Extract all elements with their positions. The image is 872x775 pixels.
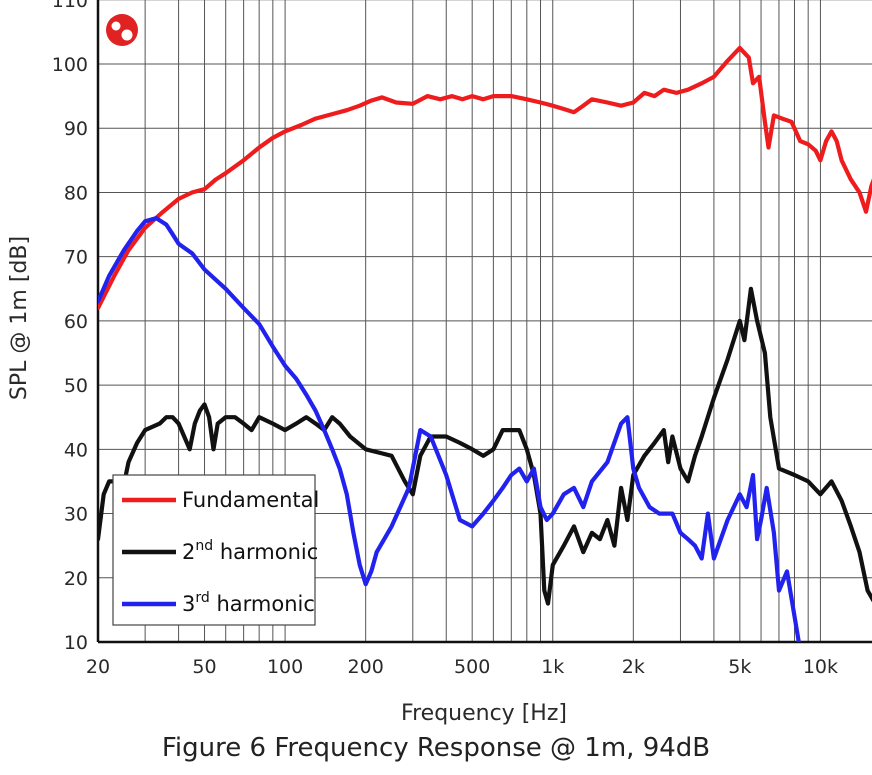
- x-tick-label: 5k: [728, 656, 751, 678]
- x-tick-label: 1k: [541, 656, 564, 678]
- legend: Fundamental 2nd harmonic 3rd harmonic: [112, 474, 319, 626]
- y-axis-title: SPL @ 1m [dB]: [7, 236, 32, 400]
- y-tick-label: 90: [64, 118, 88, 140]
- x-tick-label: 10k: [803, 656, 838, 678]
- legend-label: 2nd harmonic: [182, 538, 318, 564]
- y-tick-label: 30: [64, 504, 88, 526]
- y-tick-label: 10: [64, 632, 88, 654]
- series-lines: [98, 45, 872, 642]
- y-tick-label: 50: [64, 375, 88, 397]
- legend-label: 3rd harmonic: [182, 590, 315, 616]
- y-tick-label: 20: [64, 568, 88, 590]
- y-tick-label: 80: [64, 182, 88, 204]
- brand-logo-icon: [106, 14, 138, 46]
- x-tick-label: 50: [192, 656, 216, 678]
- figure-caption: Figure 6 Frequency Response @ 1m, 94dB: [161, 733, 711, 763]
- series-line-2: [98, 286, 872, 606]
- y-tick-label: 40: [64, 439, 88, 461]
- y-tick-label: 60: [64, 311, 88, 333]
- x-tick-label: 500: [454, 656, 490, 678]
- series-line-1: [98, 45, 872, 311]
- series-line-3: [98, 216, 801, 642]
- x-axis-title: Frequency [Hz]: [401, 701, 567, 726]
- y-tick-label: 70: [64, 247, 88, 269]
- legend-label: Fundamental: [182, 488, 319, 512]
- x-tick-label: 100: [267, 656, 303, 678]
- y-tick-label: 100: [52, 54, 88, 76]
- grid: [97, 0, 872, 643]
- x-tick-label: 20: [86, 656, 110, 678]
- y-tick-label: 110: [52, 0, 88, 12]
- x-tick-label: 200: [348, 656, 384, 678]
- x-tick-label: 2k: [622, 656, 645, 678]
